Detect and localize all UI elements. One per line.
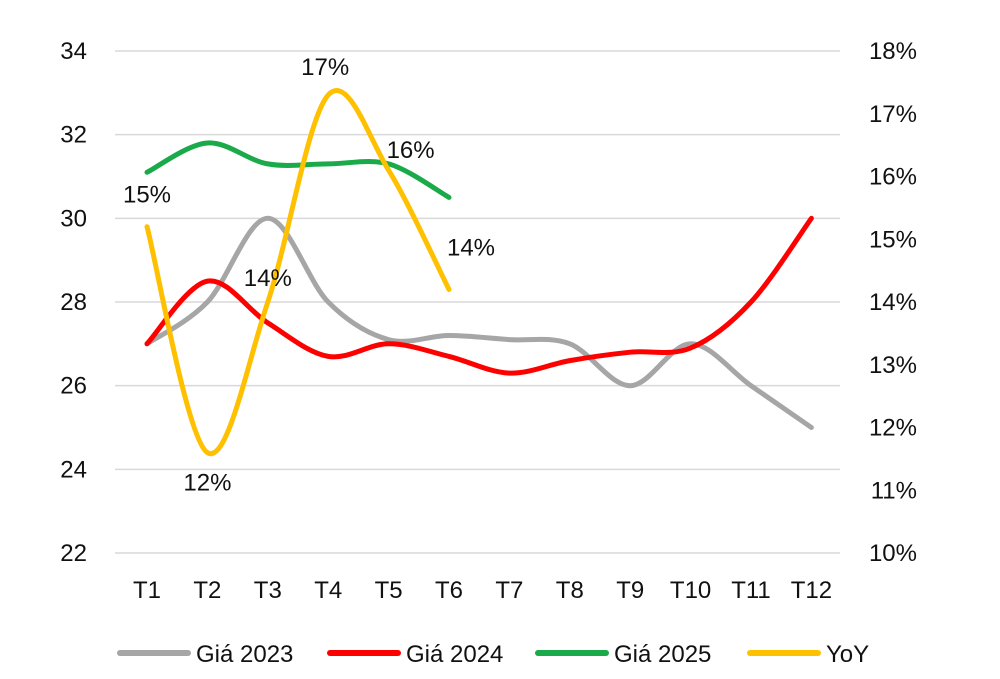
y-right-tick-label: 12% [869, 415, 917, 442]
y-right-tick-label: 18% [869, 38, 917, 65]
x-tick-label: T1 [133, 577, 161, 604]
y-left-tick-label: 30 [60, 205, 87, 232]
y-axis-right: 10% 11% 12% 13% 14% 15% 16% 17% 18% [869, 38, 917, 567]
y-right-tick-label: 13% [869, 352, 917, 379]
y-left-tick-label: 22 [60, 540, 87, 567]
x-tick-label: T12 [791, 577, 832, 604]
y-right-tick-label: 15% [869, 226, 917, 253]
yoy-data-label: 14% [447, 234, 495, 261]
yoy-data-label: 16% [387, 137, 435, 164]
x-tick-label: T4 [314, 577, 342, 604]
legend-label: Giá 2025 [614, 641, 711, 668]
y-left-tick-label: 24 [60, 456, 87, 483]
y-left-tick-label: 26 [60, 373, 87, 400]
x-tick-label: T2 [193, 577, 221, 604]
y-right-tick-label: 14% [869, 289, 917, 316]
x-axis: T1 T2 T3 T4 T5 T6 T7 T8 T9 T10 T11 T12 [133, 577, 832, 604]
legend-label: Giá 2023 [196, 641, 293, 668]
series [144, 88, 814, 457]
y-left-tick-label: 28 [60, 289, 87, 316]
data-labels: 15% 12% 14% 17% 16% 14% [123, 54, 495, 497]
x-tick-label: T7 [495, 577, 523, 604]
y-right-tick-label: 16% [869, 164, 917, 191]
x-tick-label: T9 [616, 577, 644, 604]
x-tick-label: T11 [731, 577, 771, 604]
yoy-data-label: 15% [123, 182, 171, 209]
series-line-gia-2025 [144, 140, 452, 200]
x-tick-label: T3 [254, 577, 282, 604]
series-line-gia-2023 [144, 215, 814, 430]
yoy-data-label: 17% [301, 54, 349, 81]
y-left-tick-label: 32 [60, 122, 87, 149]
x-tick-label: T10 [670, 577, 711, 604]
legend-label: Giá 2024 [406, 641, 503, 668]
y-axis-left: 22 24 26 28 30 32 34 [60, 38, 87, 567]
yoy-data-label: 14% [244, 265, 292, 292]
gridlines [115, 50, 840, 554]
y-right-tick-label: 11% [871, 477, 917, 504]
series-line-yoy [144, 88, 452, 457]
x-tick-label: T5 [375, 577, 403, 604]
legend-label: YoY [826, 641, 869, 668]
series-line-gia-2024 [144, 215, 814, 376]
x-tick-label: T8 [556, 577, 584, 604]
yoy-data-label: 12% [183, 470, 231, 497]
legend: Giá 2023 Giá 2024 Giá 2025 YoY [117, 641, 869, 668]
x-tick-label: T6 [435, 577, 463, 604]
y-left-tick-label: 34 [60, 38, 87, 65]
y-right-tick-label: 10% [869, 540, 917, 567]
y-right-tick-label: 17% [869, 101, 917, 128]
